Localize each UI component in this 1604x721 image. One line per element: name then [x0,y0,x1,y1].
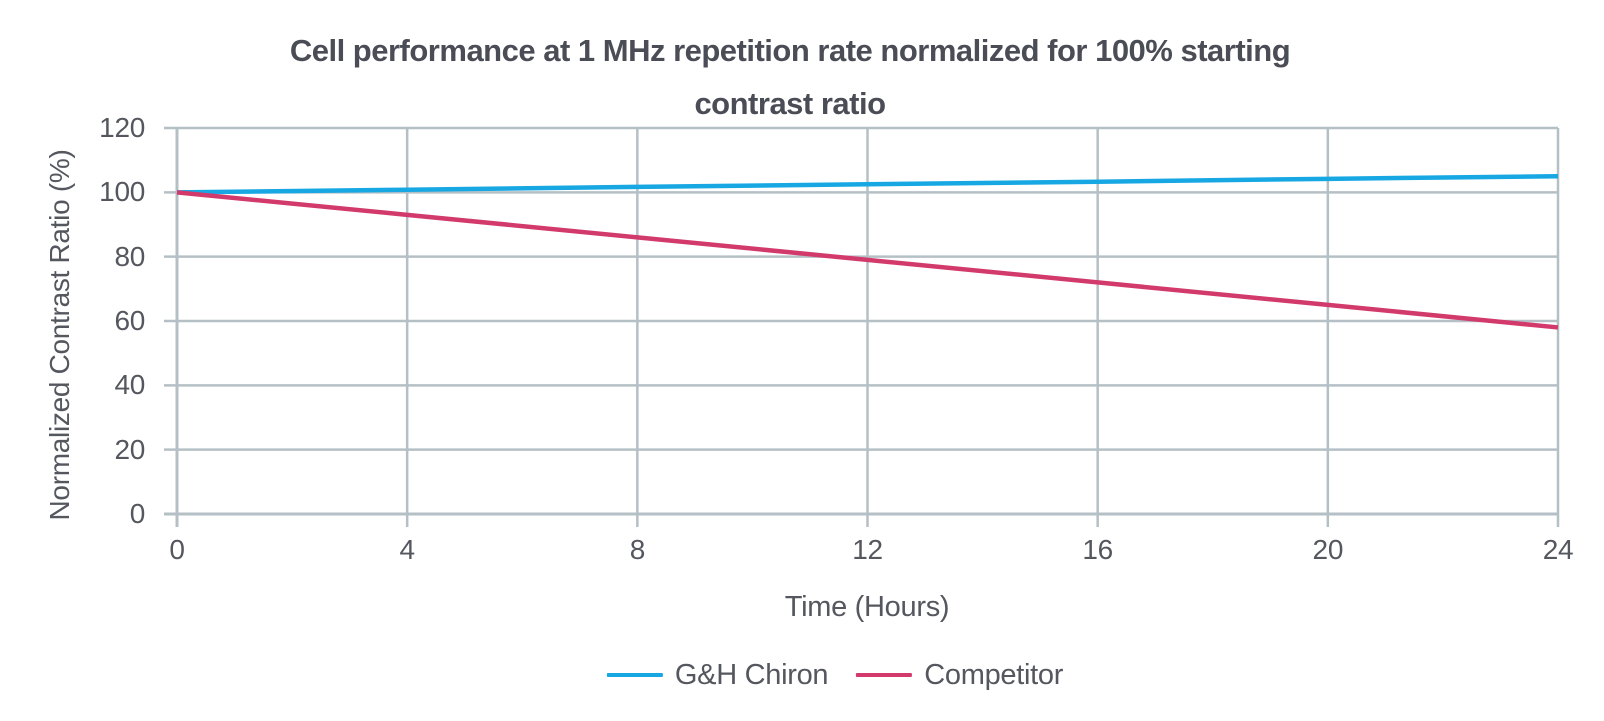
legend-swatch-gh-chiron [606,673,663,677]
legend: G&H Chiron Competitor [606,656,1063,694]
legend-item-gh-chiron: G&H Chiron [606,658,829,692]
y-tick-label-20: 20 [114,433,145,465]
x-tick-label-12: 12 [852,534,883,565]
chart-title: Cell performance at 1 MHz repetition rat… [289,24,1291,130]
legend-item-competitor: Competitor [856,659,1063,692]
y-tick-label-60: 60 [114,305,145,336]
y-tick-label-0: 0 [129,498,146,529]
series-line-g-h-chiron [176,174,1559,195]
x-tick-label-4: 4 [399,534,416,565]
chart-title-line-2: contrast ratio [694,86,886,121]
y-tick-label-120: 120 [99,112,145,143]
legend-label-gh-chiron: G&H Chiron [674,658,829,691]
legend-swatch-competitor [856,673,913,677]
y-tick-label-80: 80 [114,240,145,272]
x-tick-label-24: 24 [1542,534,1574,565]
legend-label-competitor: Competitor [924,658,1064,691]
y-tick-label-40: 40 [114,369,145,401]
x-tick-label-16: 16 [1082,534,1113,565]
series-line-competitor [176,190,1559,330]
x-tick-label-0: 0 [169,534,185,565]
x-axis-title: Time (Hours) [784,591,950,623]
y-tick-label-100: 100 [99,176,145,208]
x-tick-label-8: 8 [629,534,646,565]
x-tick-label-20: 20 [1312,534,1344,565]
chart-title-line-1: Cell performance at 1 MHz repetition rat… [289,33,1291,68]
